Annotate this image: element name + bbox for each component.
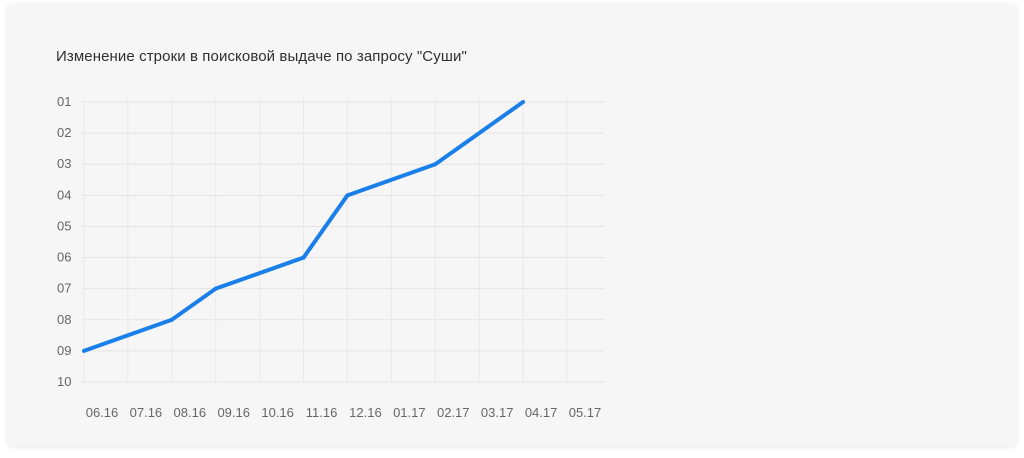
x-tick-label: 12.16 [349, 405, 382, 420]
data-point [521, 100, 526, 104]
data-point [213, 286, 218, 291]
x-tick-label: 01.17 [393, 405, 426, 420]
chart-title: Изменение строки в поисковой выдаче по з… [56, 48, 467, 65]
y-tick-label: 06 [57, 250, 71, 265]
x-tick-label: 05.17 [569, 405, 602, 420]
x-tick-label: 09.16 [217, 405, 250, 420]
chart-card: Изменение строки в поисковой выдаче по з… [8, 4, 1016, 446]
y-tick-label: 08 [57, 312, 71, 327]
x-tick-label: 08.16 [174, 405, 207, 420]
x-tick-label: 04.17 [525, 405, 558, 420]
y-tick-label: 02 [57, 125, 71, 140]
x-tick-label: 07.16 [130, 405, 163, 420]
data-point [345, 193, 350, 198]
series [82, 100, 526, 353]
data-point [301, 255, 306, 260]
y-axis-ticks: 01 02 03 04 05 06 07 08 09 10 [57, 94, 71, 389]
data-point [433, 162, 438, 167]
y-tick-label: 04 [57, 187, 71, 202]
y-tick-label: 01 [57, 94, 71, 109]
x-tick-label: 10.16 [261, 405, 294, 420]
y-tick-label: 10 [57, 374, 71, 389]
y-tick-label: 07 [57, 281, 71, 296]
y-tick-label: 09 [57, 343, 71, 358]
x-tick-label: 11.16 [306, 405, 338, 420]
x-tick-label: 02.17 [437, 405, 470, 420]
x-tick-label: 06.16 [86, 405, 119, 420]
x-axis-ticks: 06.16 07.16 08.16 09.16 10.16 11.16 12.16 01.17… [86, 405, 602, 420]
y-tick-label: 03 [57, 156, 71, 171]
data-point [169, 317, 174, 322]
grid [82, 98, 604, 383]
y-tick-label: 05 [57, 218, 71, 233]
data-point [82, 348, 86, 353]
x-tick-label: 03.17 [481, 405, 514, 420]
